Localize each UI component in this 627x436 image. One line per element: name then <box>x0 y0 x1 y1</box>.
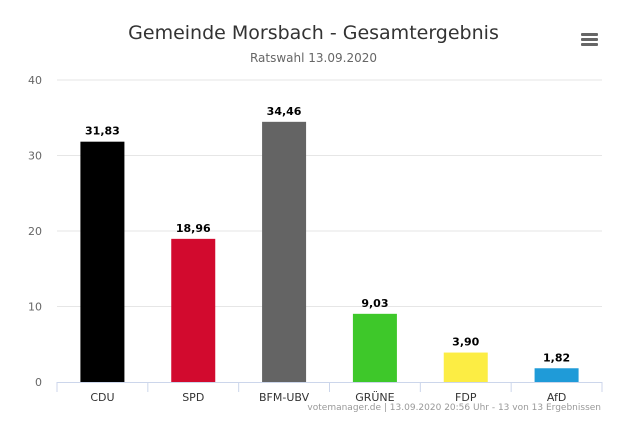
y-tick-label: 40 <box>28 74 42 87</box>
gridlines <box>57 79 602 307</box>
data-label: 3,90 <box>452 336 479 349</box>
data-label: 9,03 <box>361 297 388 310</box>
bar-cdu <box>80 141 125 382</box>
chart-subtitle: Ratswahl 13.09.2020 <box>249 51 377 65</box>
bar-afd <box>534 368 579 382</box>
bars <box>80 121 579 383</box>
data-label: 18,96 <box>176 222 211 235</box>
data-label: 31,83 <box>85 125 120 138</box>
menu-line <box>581 33 598 36</box>
hamburger-menu-icon[interactable] <box>576 28 602 50</box>
menu-line <box>581 38 598 41</box>
bar-grüne <box>352 313 397 382</box>
y-tick-label: 10 <box>28 301 42 314</box>
y-tick-label: 30 <box>28 150 42 163</box>
x-tick-label: AfD <box>547 391 566 404</box>
bar-bfm-ubv <box>262 121 307 383</box>
x-tick-label: GRÜNE <box>355 391 394 404</box>
x-tick-label: FDP <box>455 391 477 404</box>
x-tick-label: BFM-UBV <box>259 391 310 404</box>
menu-line <box>581 43 598 46</box>
chart-title: Gemeinde Morsbach - Gesamtergebnis <box>128 22 499 44</box>
credits-text[interactable]: votemanager.de | 13.09.2020 20:56 Uhr - … <box>307 403 601 413</box>
data-labels: 31,83 18,96 34,46 9,03 3,90 1,82 <box>85 105 570 364</box>
bar-spd <box>171 238 216 382</box>
bar-fdp <box>443 352 488 382</box>
x-tick-label: CDU <box>90 391 114 404</box>
data-label: 34,46 <box>267 105 302 118</box>
y-tick-label: 0 <box>35 376 42 389</box>
data-label: 1,82 <box>543 351 570 364</box>
y-tick-label: 20 <box>28 225 42 238</box>
x-tick-label: SPD <box>182 391 204 404</box>
axes: 0 10 20 30 40 CDU SPD BFM-UBV GRÜNE FDP AfD <box>28 74 603 404</box>
